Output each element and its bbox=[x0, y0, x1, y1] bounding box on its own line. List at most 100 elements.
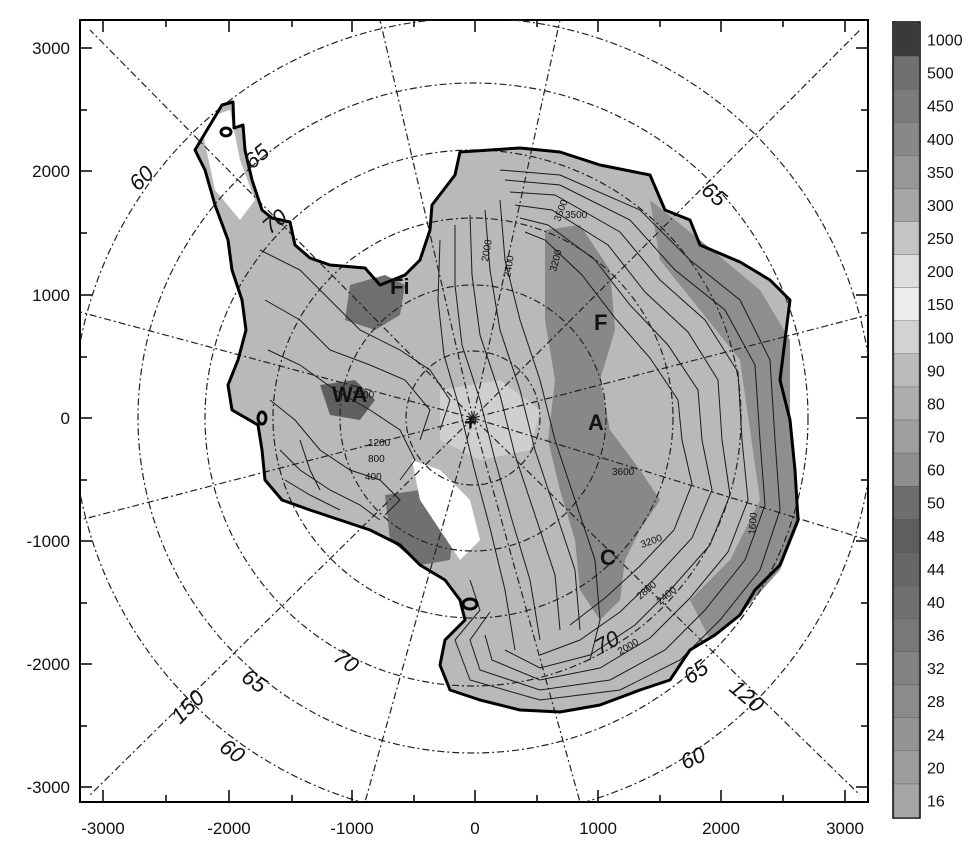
x-tick-label: 3000 bbox=[826, 819, 864, 838]
contour-label: 3500 bbox=[565, 210, 588, 221]
x-axis-ticks bbox=[102, 20, 846, 802]
colorbar-label: 32 bbox=[927, 661, 945, 678]
colorbar-label: 150 bbox=[927, 297, 954, 314]
colorbar-label: 300 bbox=[927, 198, 954, 215]
site-fi: Fi bbox=[390, 274, 410, 299]
colorbar-cell bbox=[893, 221, 920, 256]
colorbar-cell bbox=[893, 353, 920, 388]
x-tick-label: -3000 bbox=[81, 819, 124, 838]
colorbar-label: 90 bbox=[927, 363, 945, 380]
x-tick-labels: -3000 -2000 -1000 0 1000 2000 3000 bbox=[81, 819, 864, 838]
colorbar-cell bbox=[893, 717, 920, 752]
colorbar-cells bbox=[893, 22, 920, 818]
contour-label: 800 bbox=[368, 454, 385, 465]
meridian-300 bbox=[89, 29, 474, 419]
colorbar-label: 1000 bbox=[927, 33, 963, 50]
island-west bbox=[256, 410, 268, 426]
meridian-90 bbox=[472, 417, 868, 541]
colorbar-cell bbox=[893, 55, 920, 90]
colorbar-label: 70 bbox=[927, 430, 945, 447]
site-a: A bbox=[588, 410, 604, 435]
west-dark-fi bbox=[345, 275, 405, 330]
colorbar-label: 24 bbox=[927, 727, 945, 744]
colorbar-label: 36 bbox=[927, 628, 945, 645]
colorbar-cell bbox=[893, 419, 920, 454]
island-peninsula bbox=[219, 126, 233, 138]
meridian-120 bbox=[472, 417, 861, 796]
colorbar-label: 60 bbox=[927, 463, 945, 480]
colorbar-cell bbox=[893, 750, 920, 785]
site-labels: Fi F WA A C + bbox=[332, 274, 616, 570]
coastline bbox=[193, 100, 800, 714]
contour-label: 400 bbox=[365, 472, 382, 483]
x-tick-label: 0 bbox=[470, 819, 479, 838]
contour-label: 3600 bbox=[612, 467, 635, 478]
peninsula-light bbox=[200, 110, 255, 220]
meridian-330 bbox=[379, 20, 474, 419]
contour-label: 1500 bbox=[352, 390, 375, 401]
ross-white bbox=[412, 460, 480, 560]
colorbar-cell bbox=[893, 684, 920, 719]
elevation-contours bbox=[259, 169, 781, 701]
colorbar-label: 48 bbox=[927, 529, 945, 546]
y-axis-ticks bbox=[80, 47, 868, 788]
colorbar-cell bbox=[893, 320, 920, 355]
meridian-60 bbox=[472, 314, 868, 419]
colorbar-cell bbox=[893, 22, 920, 57]
colorbar-cell bbox=[893, 188, 920, 223]
colorbar-label: 350 bbox=[927, 165, 954, 182]
colorbar-cell bbox=[893, 88, 920, 123]
y-tick-label: -3000 bbox=[27, 778, 70, 797]
x-tick-label: 2000 bbox=[702, 819, 740, 838]
colorbar-label: 20 bbox=[927, 760, 945, 777]
contour-label: 1200 bbox=[368, 438, 391, 449]
colorbar-label: 16 bbox=[927, 793, 945, 810]
colorbar-label: 200 bbox=[927, 264, 954, 281]
colorbar-cell bbox=[893, 485, 920, 520]
y-tick-label: -2000 bbox=[27, 655, 70, 674]
west-dark-wa bbox=[320, 380, 375, 420]
x-tick-label: 1000 bbox=[579, 819, 617, 838]
east-plateau-dark bbox=[545, 225, 660, 620]
colorbar-cell bbox=[893, 783, 920, 818]
colorbar-cell bbox=[893, 585, 920, 620]
contour-label: 2000 bbox=[480, 238, 495, 262]
colorbar-cell bbox=[893, 651, 920, 686]
colorbar-cell bbox=[893, 519, 920, 554]
meridian-180 bbox=[364, 417, 474, 802]
colorbar-cell bbox=[893, 386, 920, 421]
y-tick-label: 0 bbox=[61, 409, 70, 428]
y-tick-label: 3000 bbox=[32, 39, 70, 58]
lat-circle-85 bbox=[405, 350, 541, 486]
colorbar-cell bbox=[893, 254, 920, 289]
site-wa: WA bbox=[332, 382, 368, 407]
meridian-150 bbox=[472, 417, 581, 802]
colorbar-label: 28 bbox=[927, 694, 945, 711]
colorbar-cell bbox=[893, 122, 920, 157]
colorbar-cell bbox=[893, 287, 920, 322]
south-pole-marker: + bbox=[464, 410, 477, 435]
y-tick-label: 2000 bbox=[32, 162, 70, 181]
y-tick-label: 1000 bbox=[32, 286, 70, 305]
y-tick-labels: 3000 2000 1000 0 -1000 -2000 -3000 bbox=[27, 39, 70, 797]
colorbar-label: 400 bbox=[927, 132, 954, 149]
lat-circle-75 bbox=[272, 217, 674, 619]
colorbar-cell bbox=[893, 618, 920, 653]
colorbar: 1000 500 450 400 350 300 250 200 150 100 90 80 70 60 5… bbox=[892, 21, 963, 819]
site-f: F bbox=[594, 310, 607, 335]
site-c: C bbox=[600, 545, 616, 570]
y-tick-label: -1000 bbox=[27, 532, 70, 551]
colorbar-cell bbox=[893, 552, 920, 587]
colorbar-frame bbox=[892, 21, 921, 819]
contour-label: 2400 bbox=[502, 254, 517, 278]
colorbar-labels: 1000 500 450 400 350 300 250 200 150 100 90 80 70 60 5… bbox=[927, 33, 963, 811]
colorbar-label: 44 bbox=[927, 562, 945, 579]
x-tick-label: -1000 bbox=[330, 819, 373, 838]
coast-band-east bbox=[650, 200, 800, 640]
colorbar-label: 500 bbox=[927, 66, 954, 83]
colorbar-label: 40 bbox=[927, 595, 945, 612]
meridian-30 bbox=[472, 29, 861, 419]
lat-circle-65 bbox=[137, 82, 809, 754]
colorbar-cell bbox=[893, 155, 920, 190]
